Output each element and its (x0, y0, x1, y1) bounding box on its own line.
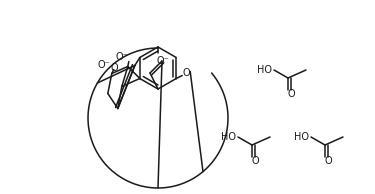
Text: HO: HO (221, 132, 236, 142)
Text: O⁻: O⁻ (157, 56, 170, 66)
Text: O: O (251, 156, 259, 166)
Text: O: O (182, 68, 190, 79)
Text: HO: HO (294, 132, 309, 142)
Text: O: O (110, 63, 118, 73)
Text: O: O (287, 89, 295, 99)
Text: O⁻: O⁻ (98, 60, 110, 69)
Text: O⁻: O⁻ (116, 51, 128, 61)
Text: HO: HO (257, 65, 272, 75)
Text: O: O (324, 156, 332, 166)
